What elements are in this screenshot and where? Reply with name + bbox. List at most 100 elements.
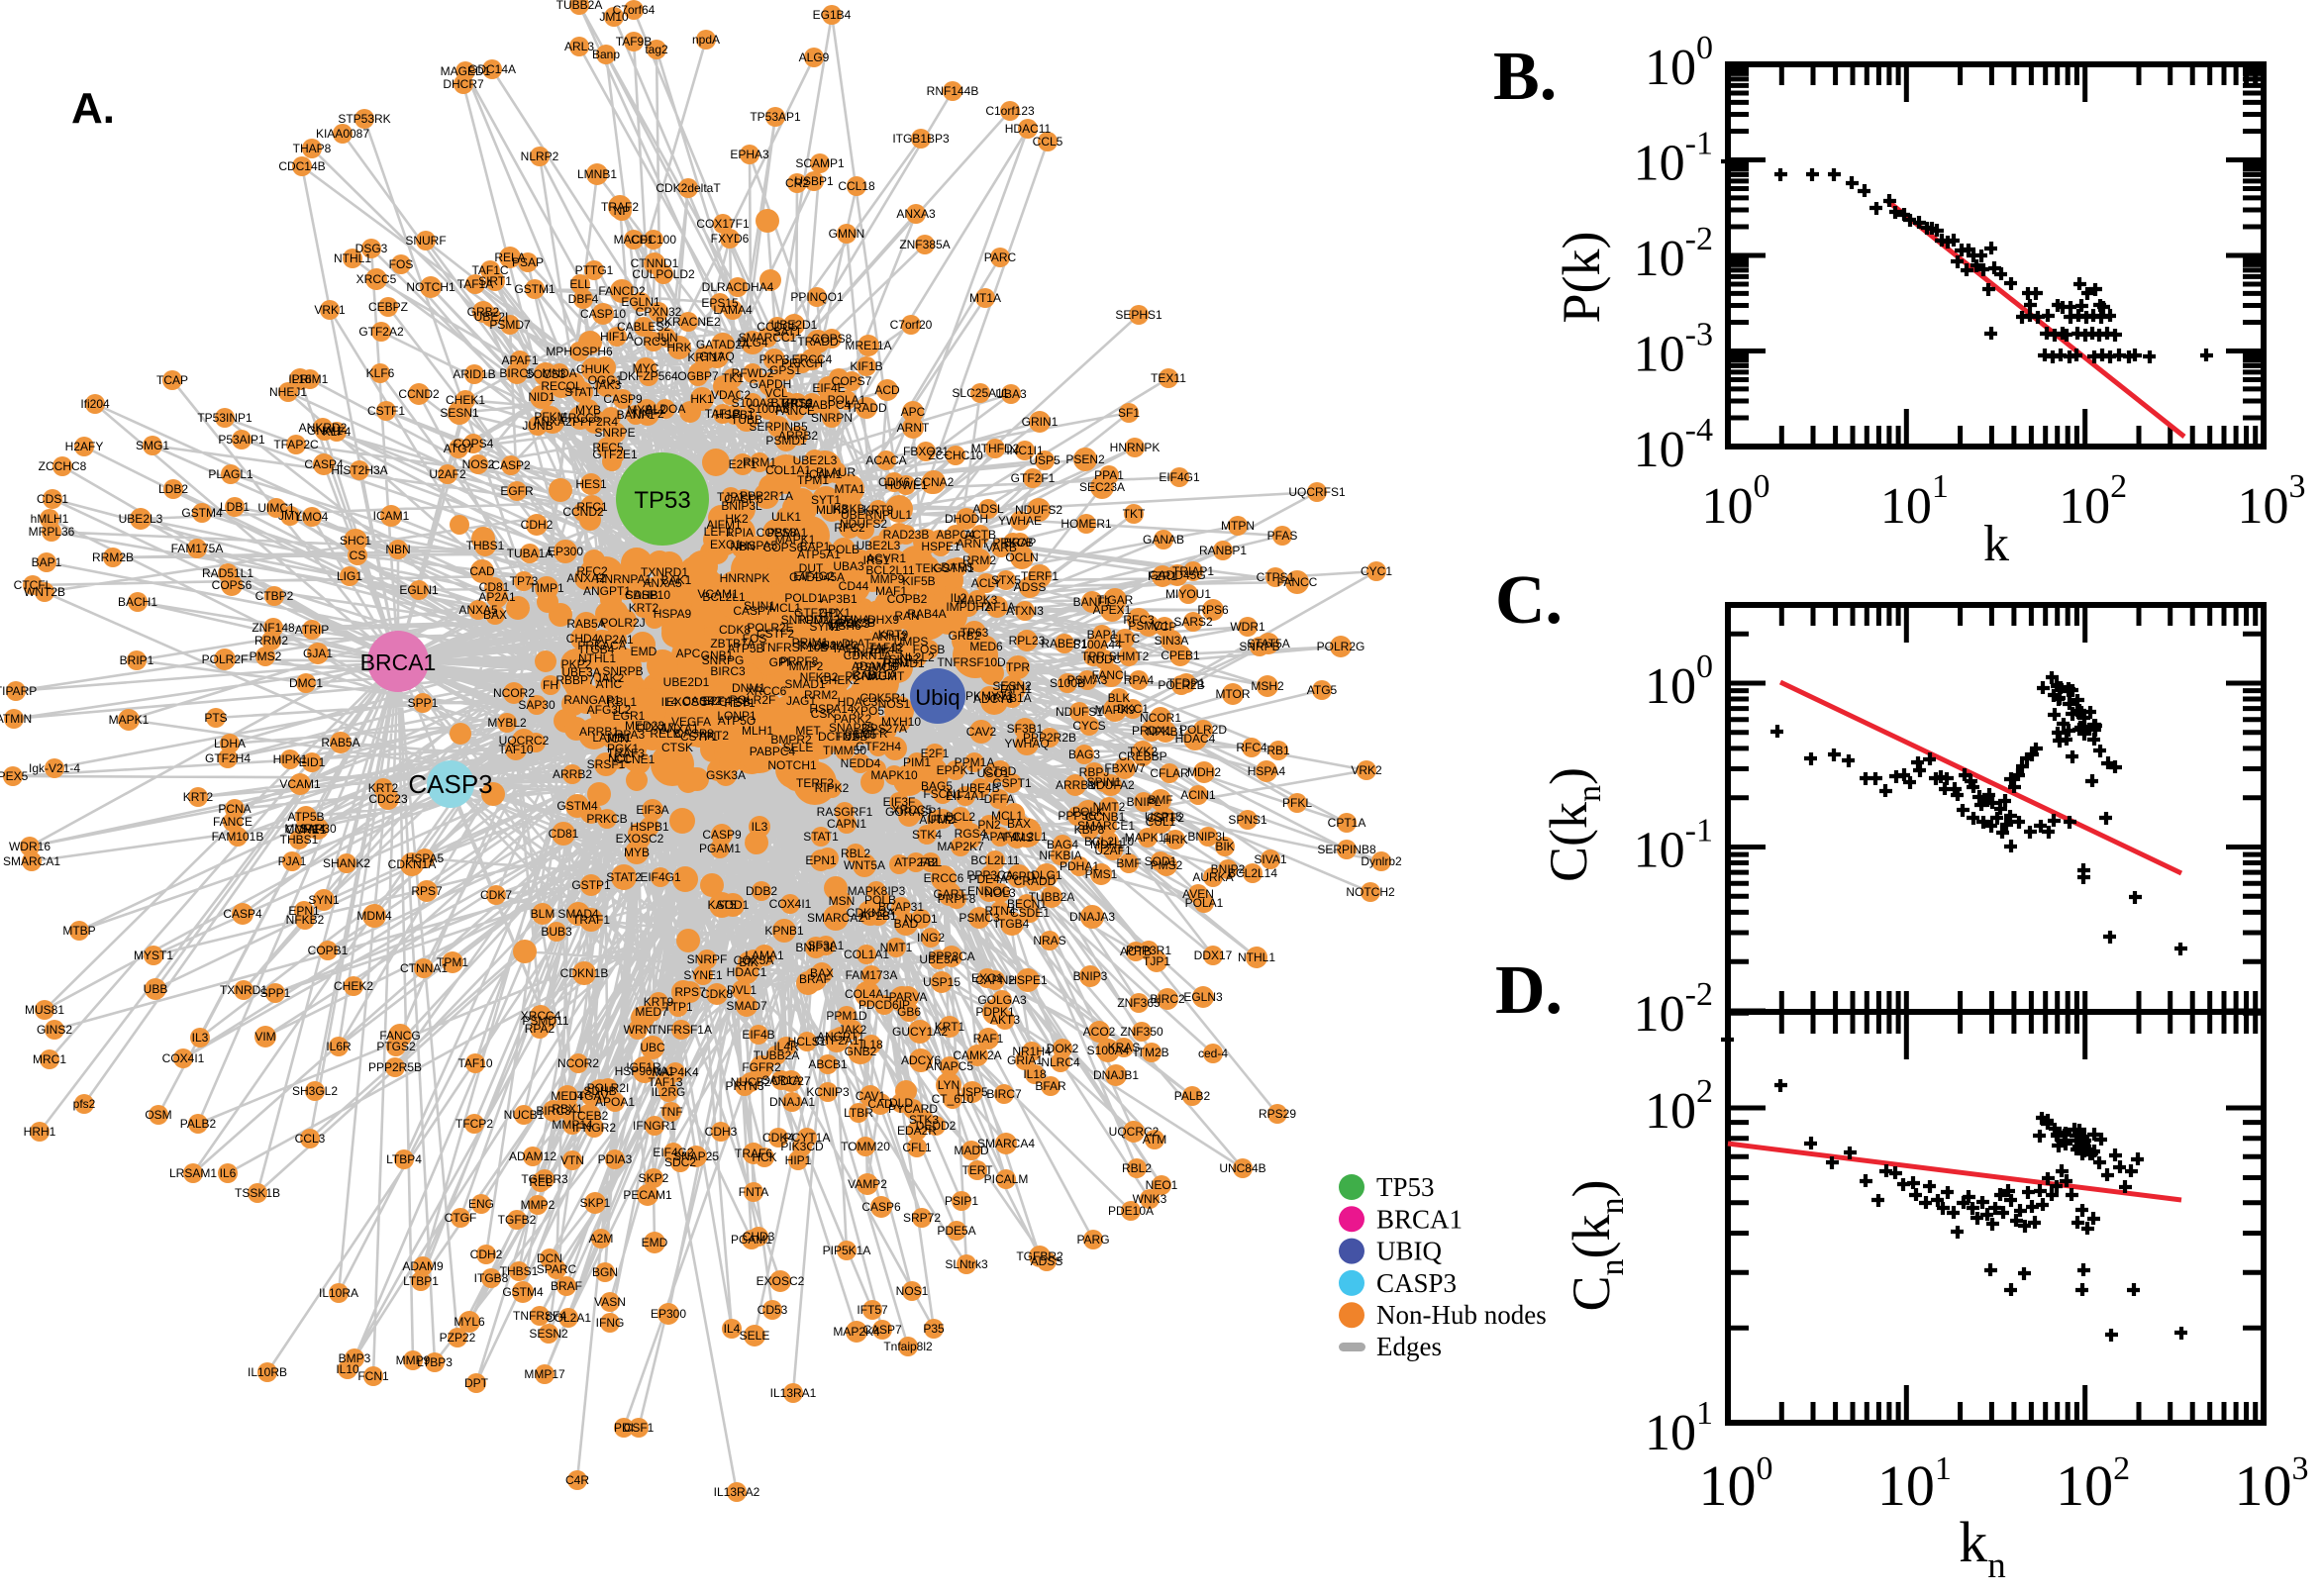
svg-text:IFNG: IFNG [596,1316,625,1330]
svg-text:SNAP25: SNAP25 [673,1149,719,1163]
svg-text:GNAI1: GNAI1 [307,424,343,438]
svg-text:CDK2deltaT: CDK2deltaT [656,181,721,195]
svg-text:KIAA0087: KIAA0087 [316,127,369,141]
svg-text:CSTF1: CSTF1 [367,404,405,418]
svg-text:BIRC3: BIRC3 [536,1104,571,1118]
svg-text:PPM1D: PPM1D [826,1009,867,1023]
svg-text:ITGB1BP3: ITGB1BP3 [892,132,950,146]
svg-text:RANBP1: RANBP1 [1199,544,1247,557]
svg-text:APC: APC [676,647,701,660]
svg-text:CDC14B: CDC14B [278,159,325,173]
svg-text:FANCE: FANCE [213,815,252,829]
svg-text:101: 101 [1645,1395,1713,1461]
svg-text:ERCC3: ERCC3 [830,617,870,631]
svg-text:ACIN1: ACIN1 [1180,788,1216,802]
svg-text:SMARCC1: SMARCC1 [739,331,797,345]
svg-text:UBE3A: UBE3A [919,952,958,966]
svg-text:Edges: Edges [1376,1332,1442,1361]
svg-text:VTN: VTN [560,1153,584,1167]
svg-text:STAT1: STAT1 [564,385,600,399]
svg-text:NOS1: NOS1 [896,1284,929,1298]
svg-text:KRT2: KRT2 [183,790,214,804]
svg-text:VCP: VCP [1153,620,1177,634]
svg-text:PSMD7: PSMD7 [489,318,531,332]
svg-text:TP53: TP53 [1376,1172,1435,1202]
svg-text:MYBL2: MYBL2 [487,716,527,730]
svg-text:ITM2B: ITM2B [1134,1046,1168,1059]
svg-text:DHODH: DHODH [945,512,988,526]
svg-text:SF1: SF1 [1118,406,1140,420]
svg-text:TPR: TPR [1006,660,1030,674]
svg-text:VDAC2: VDAC2 [711,388,751,402]
svg-text:NTHL1: NTHL1 [334,251,371,265]
svg-text:STAT1: STAT1 [803,830,839,844]
svg-text:MTPN: MTPN [1221,519,1255,533]
svg-text:FAM101B: FAM101B [212,830,264,844]
svg-text:EGLN1: EGLN1 [399,583,439,597]
svg-text:BLM: BLM [531,907,556,921]
svg-text:UBA3: UBA3 [995,387,1027,401]
svg-text:EIF4B: EIF4B [742,1028,774,1042]
svg-text:CCL18: CCL18 [838,179,875,193]
svg-text:SKP1: SKP1 [580,1196,611,1210]
svg-text:RPS27A: RPS27A [861,722,907,736]
svg-text:DPT: DPT [464,1376,489,1390]
svg-text:C7orf20: C7orf20 [890,318,933,332]
svg-text:COX4I1: COX4I1 [162,1051,205,1065]
svg-text:SAP30: SAP30 [518,698,556,712]
svg-text:EGLN1: EGLN1 [621,295,660,309]
svg-text:CAMK2A: CAMK2A [953,1048,1001,1062]
svg-text:MYST1: MYST1 [134,948,173,962]
svg-text:CHD4: CHD4 [566,632,599,646]
svg-text:BCL2L14: BCL2L14 [1228,866,1277,880]
svg-text:RFC3: RFC3 [1123,613,1155,627]
svg-text:KRT1: KRT1 [935,1020,965,1034]
svg-text:E2F1: E2F1 [729,457,758,471]
svg-text:LTBP1: LTBP1 [403,1274,439,1288]
svg-text:HSPE1: HSPE1 [921,540,960,553]
svg-text:Tnfaip8l2: Tnfaip8l2 [883,1340,933,1353]
svg-text:SCAMP1: SCAMP1 [795,156,845,170]
svg-text:FNTA: FNTA [739,1185,768,1199]
svg-text:AURKA: AURKA [1192,870,1233,884]
svg-text:POLR2J: POLR2J [600,616,645,630]
svg-text:PPP2R5B: PPP2R5B [368,1060,422,1074]
svg-text:CTNNA1: CTNNA1 [400,961,448,975]
svg-text:PKP2: PKP2 [561,657,592,671]
svg-text:IFNGR1: IFNGR1 [633,1119,676,1133]
svg-text:10-4: 10-4 [1634,412,1713,478]
svg-text:NHEJ1: NHEJ1 [269,385,307,399]
svg-text:S100A4: S100A4 [1087,1044,1130,1057]
svg-text:100: 100 [1702,468,1770,535]
svg-text:RNF144B: RNF144B [927,84,979,98]
svg-text:Dynlrb2: Dynlrb2 [1361,854,1402,868]
svg-text:RGS4: RGS4 [955,827,987,841]
svg-text:WDR16: WDR16 [9,840,50,853]
svg-text:MYB: MYB [624,846,650,859]
svg-text:KRT17: KRT17 [687,350,724,364]
svg-text:SPP1: SPP1 [408,696,439,710]
svg-text:VRK1: VRK1 [314,303,346,317]
svg-text:YWHAQ: YWHAQ [1004,737,1049,750]
svg-text:GRIN1: GRIN1 [1022,415,1059,429]
svg-text:BNIP3: BNIP3 [1073,969,1108,983]
svg-text:CASP7: CASP7 [862,1323,902,1337]
svg-text:G6PD: G6PD [1003,869,1036,883]
svg-text:RAN: RAN [894,609,919,623]
svg-text:BRCA1: BRCA1 [360,649,437,675]
svg-text:CS: CS [350,549,366,562]
svg-text:CDH3: CDH3 [705,1125,738,1139]
svg-text:pfs2: pfs2 [73,1097,96,1111]
svg-text:CTNND1: CTNND1 [631,256,679,270]
svg-text:B.: B. [1493,39,1557,115]
svg-text:MDM4: MDM4 [356,909,392,923]
svg-text:POLR2F: POLR2F [202,652,249,666]
svg-text:POLB: POLB [864,893,896,907]
svg-text:PRTN3: PRTN3 [725,1079,763,1093]
svg-text:PPM1A: PPM1A [955,755,995,769]
svg-text:A2M: A2M [589,1232,614,1246]
svg-text:ARID1B: ARID1B [453,367,495,381]
svg-text:ARNT: ARNT [897,421,930,435]
svg-text:PIP5K1A: PIP5K1A [823,1244,871,1257]
svg-text:NDUFS2: NDUFS2 [1015,503,1062,517]
